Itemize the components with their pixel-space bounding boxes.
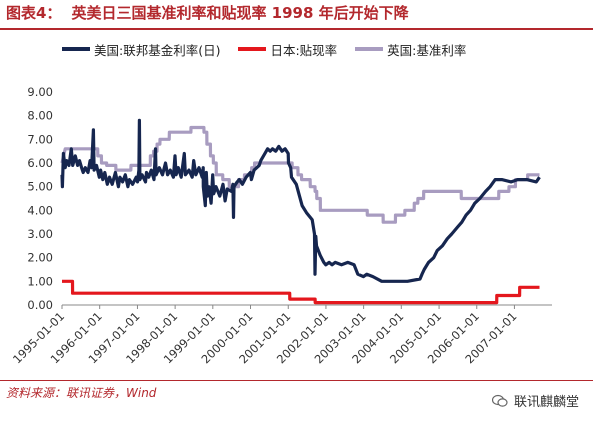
watermark: 联讯麒麟堂 — [491, 391, 579, 410]
y-tick-label: 9.00 — [27, 85, 53, 99]
y-axis: 0.00 1.00 2.00 3.00 4.00 5.00 6.00 7.00 8.00 9.00 — [27, 85, 53, 312]
series-us-fed-funds-line — [60, 118, 541, 283]
figure-title: 图表4： 英美日三国基准利率和贴现率 1998 年后开始下降 — [6, 2, 409, 23]
watermark-text: 联讯麒麟堂 — [513, 395, 579, 410]
legend-item-japan: 日本:贴现率 — [238, 40, 337, 59]
line-chart: 0.00 1.00 2.00 3.00 4.00 5.00 6.00 7.00 8.00 9.00… — [10, 85, 552, 366]
figure-title-text: 英美日三国基准利率和贴现率 1998 年后开始下降 — [71, 4, 409, 22]
y-tick-label: 8.00 — [27, 109, 53, 123]
series-layer — [60, 118, 541, 305]
wechat-icon — [491, 394, 508, 407]
source-note: 资料来源：联讯证券，Wind — [6, 386, 157, 400]
y-tick-label: 2.00 — [27, 251, 53, 265]
series-uk-base-rate-line — [60, 125, 540, 224]
y-tick-label: 5.00 — [27, 180, 53, 194]
x-axis: 1995-01-011996-01-011997-01-011998-01-01… — [10, 304, 552, 366]
y-tick-label: 7.00 — [27, 132, 53, 146]
y-tick-label: 3.00 — [27, 227, 53, 241]
legend-item-us: 美国:联邦基金利率(日) — [62, 40, 220, 59]
y-tick-label: 1.00 — [27, 274, 53, 288]
y-tick-label: 0.00 — [27, 298, 53, 312]
legend-label-us: 美国:联邦基金利率(日) — [94, 42, 221, 58]
y-tick-label: 6.00 — [27, 156, 53, 170]
legend-swatch-us — [62, 47, 90, 51]
footer-rule — [0, 380, 593, 381]
legend-swatch-uk — [355, 47, 384, 51]
y-tick-label: 4.00 — [27, 203, 53, 217]
chart-legend: 美国:联邦基金利率(日) 日本:贴现率 英国:基准利率 — [62, 39, 480, 59]
legend-swatch-japan — [238, 47, 267, 51]
figure-label: 图表4： — [6, 4, 62, 22]
title-rule — [0, 28, 593, 30]
legend-label-japan: 日本:贴现率 — [270, 42, 338, 58]
legend-item-uk: 英国:基准利率 — [355, 40, 466, 59]
legend-label-uk: 英国:基准利率 — [387, 42, 467, 58]
series-japan-discount-line — [62, 279, 540, 305]
